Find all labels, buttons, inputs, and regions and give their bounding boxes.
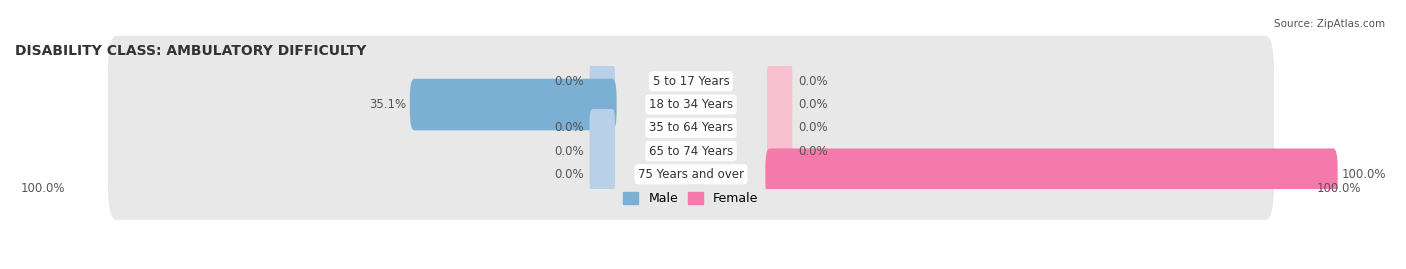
- Text: 0.0%: 0.0%: [799, 75, 828, 88]
- FancyBboxPatch shape: [108, 105, 1274, 197]
- FancyBboxPatch shape: [108, 82, 1274, 173]
- FancyBboxPatch shape: [108, 36, 1274, 127]
- Text: 18 to 34 Years: 18 to 34 Years: [650, 98, 733, 111]
- Text: 0.0%: 0.0%: [554, 121, 583, 134]
- Text: Source: ZipAtlas.com: Source: ZipAtlas.com: [1274, 19, 1385, 29]
- Text: 35.1%: 35.1%: [368, 98, 406, 111]
- FancyBboxPatch shape: [589, 62, 614, 100]
- Text: DISABILITY CLASS: AMBULATORY DIFFICULTY: DISABILITY CLASS: AMBULATORY DIFFICULTY: [15, 44, 367, 58]
- Text: 65 to 74 Years: 65 to 74 Years: [648, 144, 733, 158]
- Legend: Male, Female: Male, Female: [619, 187, 763, 210]
- FancyBboxPatch shape: [768, 109, 793, 147]
- FancyBboxPatch shape: [411, 79, 617, 130]
- FancyBboxPatch shape: [108, 59, 1274, 150]
- FancyBboxPatch shape: [768, 86, 793, 123]
- Text: 0.0%: 0.0%: [554, 144, 583, 158]
- FancyBboxPatch shape: [768, 62, 793, 100]
- Text: 0.0%: 0.0%: [554, 75, 583, 88]
- Text: 100.0%: 100.0%: [1341, 168, 1386, 181]
- FancyBboxPatch shape: [589, 109, 614, 147]
- FancyBboxPatch shape: [108, 129, 1274, 220]
- Text: 100.0%: 100.0%: [21, 182, 65, 195]
- FancyBboxPatch shape: [765, 148, 1337, 200]
- Text: 75 Years and over: 75 Years and over: [638, 168, 744, 181]
- FancyBboxPatch shape: [589, 155, 614, 193]
- FancyBboxPatch shape: [768, 132, 793, 170]
- Text: 100.0%: 100.0%: [1317, 182, 1361, 195]
- Text: 0.0%: 0.0%: [799, 121, 828, 134]
- Text: 0.0%: 0.0%: [799, 144, 828, 158]
- Text: 35 to 64 Years: 35 to 64 Years: [650, 121, 733, 134]
- Text: 0.0%: 0.0%: [799, 98, 828, 111]
- Text: 0.0%: 0.0%: [554, 168, 583, 181]
- FancyBboxPatch shape: [589, 132, 614, 170]
- Text: 5 to 17 Years: 5 to 17 Years: [652, 75, 730, 88]
